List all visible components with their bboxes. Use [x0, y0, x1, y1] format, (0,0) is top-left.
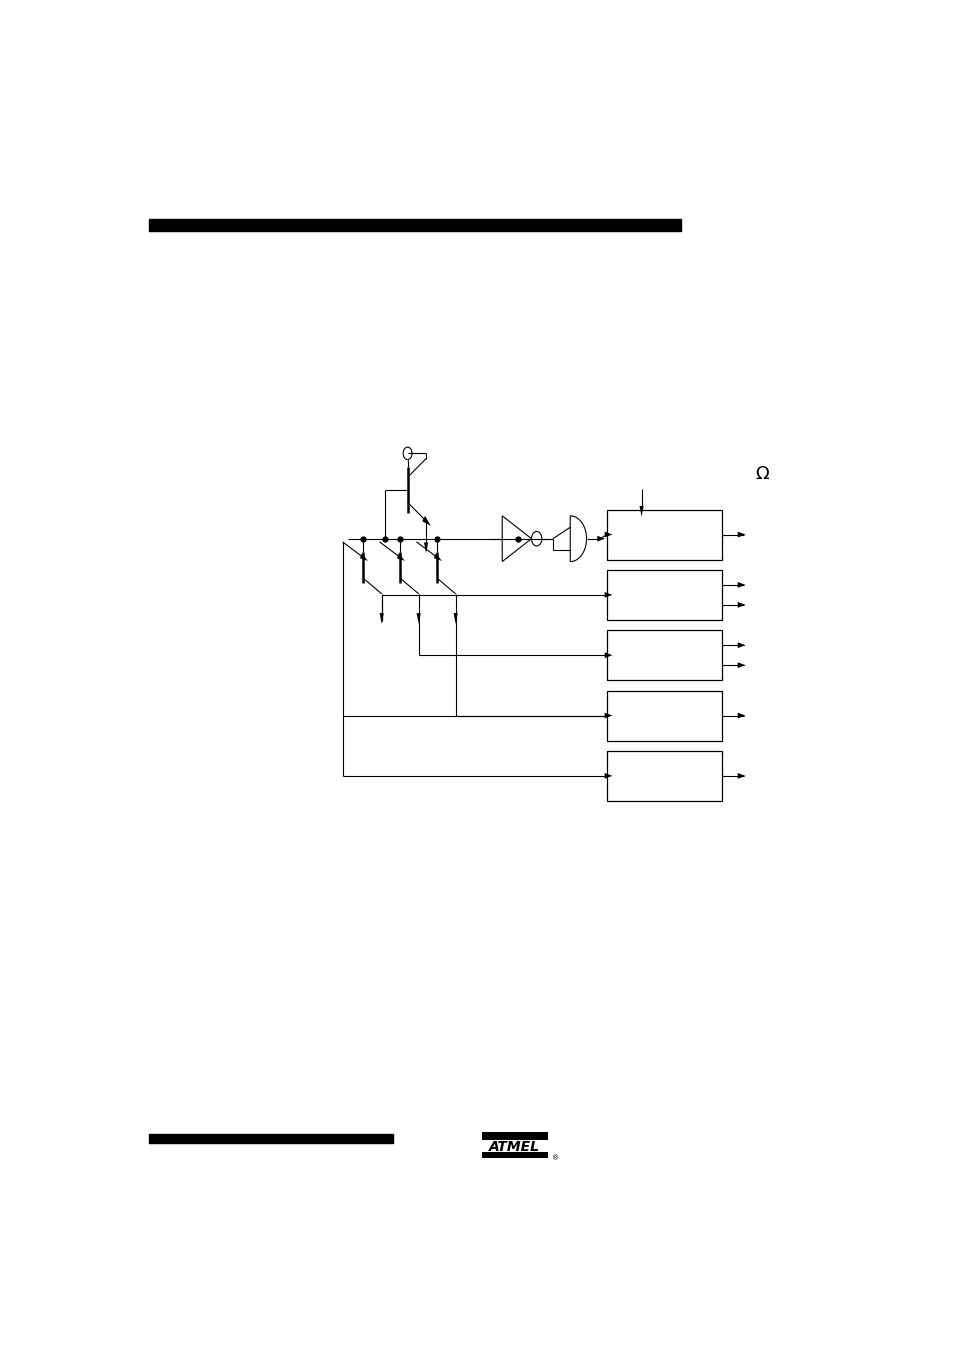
Polygon shape [604, 712, 612, 719]
Polygon shape [639, 505, 643, 517]
Bar [606, 509, 721, 559]
Text: ATMEL: ATMEL [489, 1140, 539, 1154]
Polygon shape [604, 653, 612, 658]
Polygon shape [597, 536, 604, 542]
Polygon shape [416, 613, 420, 624]
Polygon shape [737, 532, 744, 538]
Bar [606, 690, 721, 740]
Polygon shape [423, 542, 428, 554]
Polygon shape [396, 553, 404, 561]
Bar [481, 1152, 547, 1158]
Polygon shape [379, 613, 383, 624]
Bar [149, 219, 680, 231]
Polygon shape [737, 603, 744, 608]
Polygon shape [604, 773, 612, 778]
Bar [606, 630, 721, 680]
Polygon shape [434, 553, 441, 561]
Polygon shape [737, 712, 744, 719]
Polygon shape [453, 613, 457, 624]
Polygon shape [737, 642, 744, 648]
Text: ®: ® [552, 1155, 558, 1162]
Polygon shape [359, 553, 368, 561]
Polygon shape [737, 773, 744, 778]
Bar [606, 570, 721, 620]
Polygon shape [604, 592, 612, 597]
Bar [606, 751, 721, 801]
Bar [481, 1132, 547, 1140]
Polygon shape [737, 582, 744, 588]
Bar [149, 1133, 393, 1143]
Polygon shape [604, 532, 612, 538]
Polygon shape [737, 662, 744, 669]
Text: $\Omega$: $\Omega$ [754, 465, 769, 484]
Polygon shape [422, 516, 431, 526]
